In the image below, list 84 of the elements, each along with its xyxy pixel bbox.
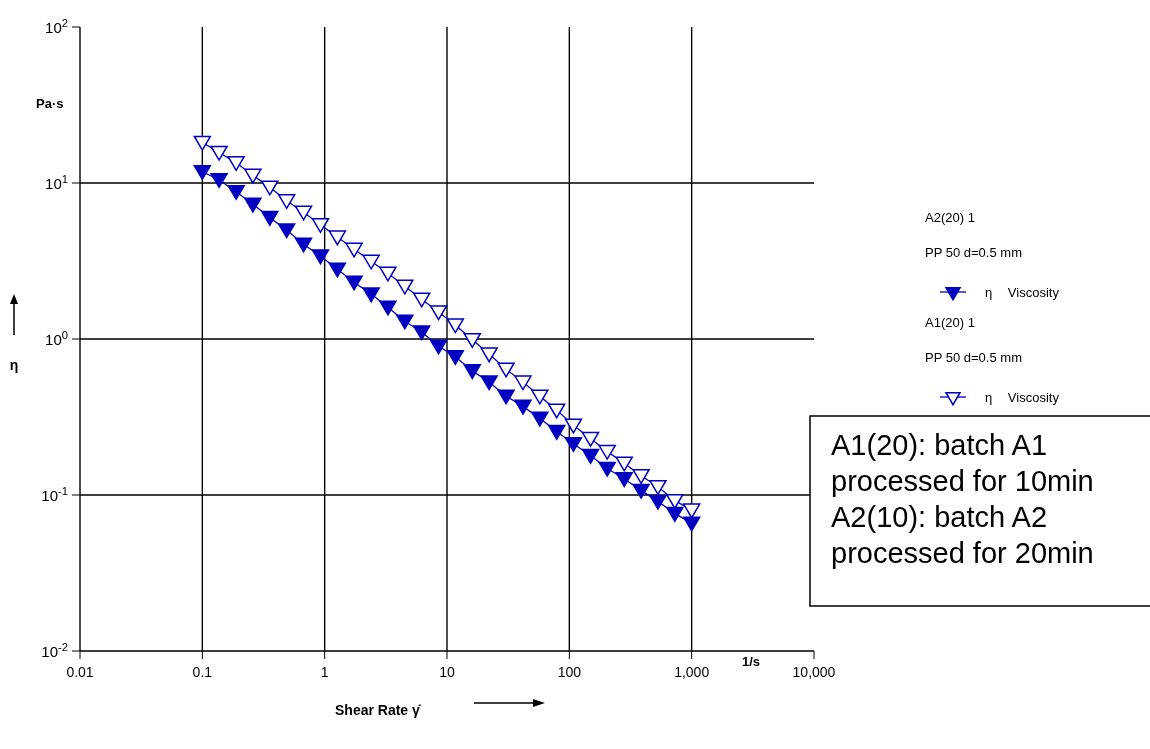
x-tick-label: 10	[439, 664, 455, 680]
text: Pa·s	[36, 96, 64, 111]
text: A1(20): batch A1 processed for 10min	[831, 429, 1094, 497]
x-tick-label: 10,000	[792, 664, 836, 680]
point	[244, 197, 262, 213]
point	[294, 237, 313, 253]
point	[547, 403, 566, 419]
point	[564, 418, 583, 434]
point	[649, 479, 667, 496]
point	[632, 468, 650, 485]
text: A2(20) 1	[925, 210, 975, 225]
x-tick-label: 1,000	[674, 664, 710, 680]
point	[446, 318, 465, 334]
point	[193, 165, 212, 181]
point	[227, 155, 245, 172]
point	[412, 325, 431, 341]
point	[564, 437, 583, 453]
point	[632, 483, 650, 499]
point	[244, 168, 262, 184]
point	[531, 411, 549, 427]
point	[345, 242, 363, 258]
point	[598, 461, 616, 477]
point	[497, 362, 515, 378]
x-tick-label: 0.1	[192, 664, 213, 680]
point	[328, 262, 347, 278]
y-tick-label: 10$^{0}$	[45, 329, 68, 348]
legend-label: η Viscosity	[985, 390, 1060, 405]
point	[463, 332, 482, 349]
point	[311, 249, 330, 265]
point	[311, 218, 330, 234]
point	[598, 444, 616, 460]
y-tick-label: 10$^{-1}$	[41, 485, 68, 504]
text: A2(10): batch A2 processed for 20min	[831, 501, 1094, 569]
y-axis-title: η	[9, 357, 19, 373]
point	[547, 424, 566, 440]
point	[514, 375, 532, 391]
point	[362, 254, 380, 270]
point	[362, 287, 380, 303]
point	[261, 210, 279, 226]
point	[277, 223, 296, 239]
text: 1/s	[742, 654, 761, 669]
point	[328, 230, 347, 246]
text: PP 50 d=0.5 mm	[925, 245, 1022, 260]
point	[682, 503, 701, 519]
point	[345, 275, 363, 291]
point	[463, 364, 482, 380]
point	[514, 399, 532, 415]
point	[581, 448, 600, 464]
y-tick-label: 10$^{1}$	[45, 173, 68, 192]
point	[480, 347, 498, 363]
point	[497, 389, 515, 405]
x-tick-label: 1	[320, 664, 329, 680]
point	[480, 375, 498, 391]
point	[210, 145, 228, 161]
point	[412, 292, 431, 308]
point	[379, 266, 397, 282]
point	[666, 493, 684, 509]
point	[396, 314, 414, 330]
point	[666, 506, 684, 522]
text: PP 50 d=0.5 mm	[925, 350, 1022, 365]
point	[615, 456, 633, 472]
y-tick-label: 10$^{2}$	[45, 17, 68, 36]
text: A1(20) 1	[925, 315, 975, 330]
x-tick-label: 100	[557, 664, 582, 680]
point	[294, 205, 313, 221]
point	[649, 494, 667, 510]
point	[396, 279, 414, 295]
point	[446, 349, 465, 366]
point	[227, 184, 245, 201]
point	[379, 300, 397, 316]
point	[429, 305, 448, 321]
y-tick-label: 10$^{-2}$	[41, 641, 68, 660]
point	[193, 135, 212, 151]
point	[615, 472, 633, 488]
point	[429, 339, 448, 355]
legend-label: η Viscosity	[985, 285, 1060, 300]
x-axis-title: Shear Rate γ̇	[335, 702, 421, 718]
point	[277, 193, 296, 210]
point	[531, 389, 549, 405]
point	[210, 172, 228, 189]
point	[261, 180, 279, 196]
point	[682, 516, 701, 532]
x-tick-label: 0.01	[66, 664, 94, 680]
point	[581, 431, 600, 447]
